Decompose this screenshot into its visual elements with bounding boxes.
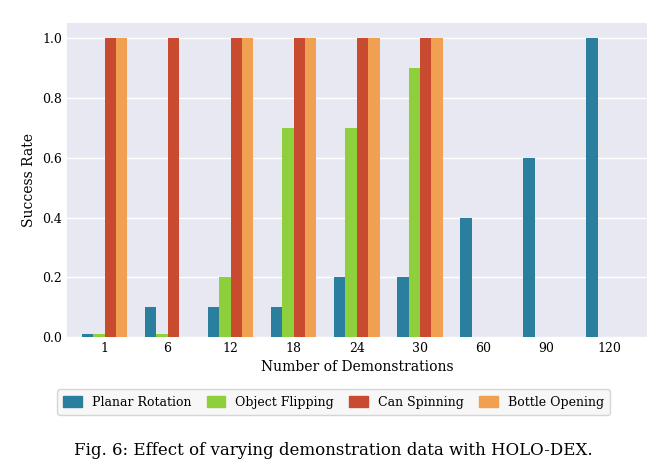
Bar [305,38,316,337]
Bar [282,128,293,337]
Bar [145,307,156,337]
Bar [460,218,472,337]
Bar [167,38,179,337]
Bar [586,38,598,337]
Bar [219,277,231,337]
Bar [271,307,282,337]
Bar [293,38,305,337]
Bar [208,307,219,337]
Bar [156,334,167,337]
Bar [432,38,443,337]
Bar [524,158,535,337]
Bar [93,334,105,337]
Bar [231,38,242,337]
Y-axis label: Success Rate: Success Rate [23,133,37,227]
Bar [242,38,253,337]
Legend: Planar Rotation, Object Flipping, Can Spinning, Bottle Opening: Planar Rotation, Object Flipping, Can Sp… [57,389,610,415]
Bar [420,38,432,337]
Text: Fig. 6: Effect of varying demonstration data with HOLO-DEX.: Fig. 6: Effect of varying demonstration … [74,442,593,459]
Bar [334,277,346,337]
Bar [409,68,420,337]
Bar [368,38,380,337]
Bar [346,128,357,337]
Bar [398,277,409,337]
Bar [105,38,116,337]
Bar [82,334,93,337]
Bar [357,38,368,337]
Bar [116,38,127,337]
X-axis label: Number of Demonstrations: Number of Demonstrations [261,360,453,374]
